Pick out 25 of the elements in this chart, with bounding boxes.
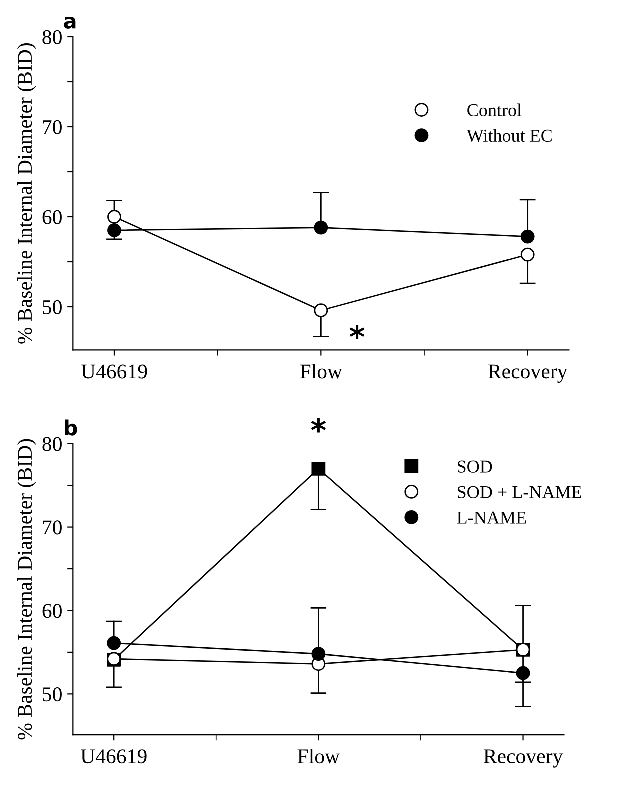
y-tick-label: 80 — [42, 437, 62, 452]
y-tick-label: 60 — [42, 210, 62, 224]
legend-label: Control — [468, 104, 522, 117]
legend-label: SOD + L-NAME — [458, 486, 582, 498]
y-tick-label: 80 — [42, 30, 62, 44]
legend-label: L-NAME — [457, 512, 526, 524]
legend-label: SOD — [458, 460, 492, 473]
x-tick-label: Flow — [300, 364, 342, 379]
y-axis-title: % Baseline Internal Diameter (BID) — [17, 439, 36, 740]
y-tick-label: 60 — [42, 604, 62, 618]
x-tick-label: Flow — [298, 748, 340, 764]
x-tick-label: Recovery — [484, 750, 564, 768]
y-tick-label: 70 — [43, 520, 62, 535]
legend-label: Without EC — [466, 129, 552, 142]
y-tick-label: 70 — [43, 120, 62, 134]
x-tick-label: Recovery — [488, 364, 568, 383]
chart-title: b — [65, 420, 78, 436]
y-tick-label: 50 — [43, 688, 62, 702]
x-tick-label: U46619 — [80, 750, 147, 764]
x-tick-label: U46619 — [81, 364, 148, 379]
annotation: * — [311, 418, 326, 433]
y-tick-label: 50 — [43, 300, 62, 314]
annotation: * — [350, 325, 365, 340]
y-axis-title: % Baseline Internal Diameter (BID) — [17, 44, 36, 344]
chart-title: a — [64, 16, 76, 29]
